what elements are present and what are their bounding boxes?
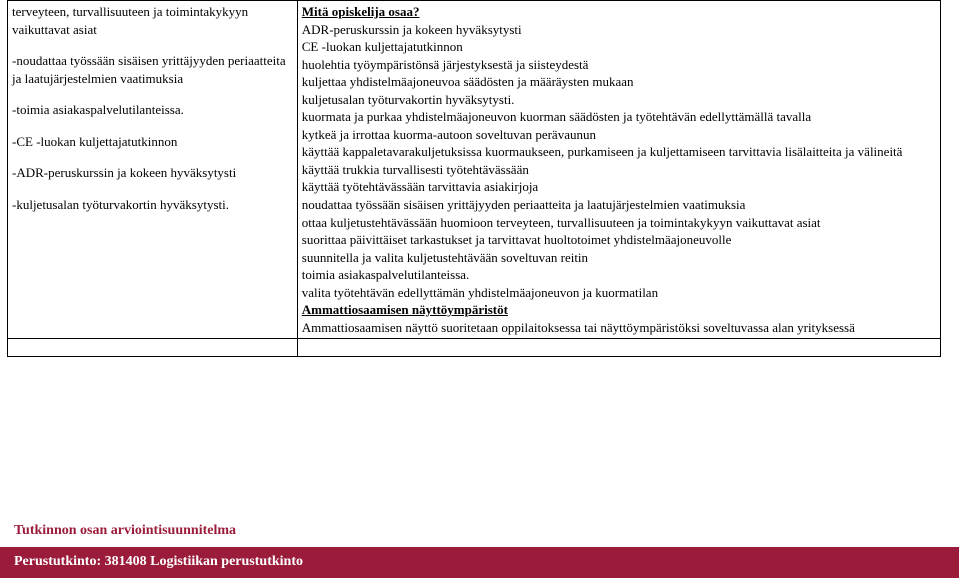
- right-l16: valita työtehtävän edellyttämän yhdistel…: [302, 284, 936, 302]
- right-cell: Mitä opiskelija osaa? ADR-peruskurssin j…: [297, 1, 940, 339]
- right-l9: käyttää trukkia turvallisesti työtehtävä…: [302, 161, 936, 179]
- left-p5: -ADR-peruskurssin ja kokeen hyväksytysti: [12, 164, 293, 182]
- right-l8: käyttää kappaletavarakuljetuksissa kuorm…: [302, 143, 936, 161]
- empty-left: [8, 339, 298, 357]
- footer-line1: Tutkinnon osan arviointisuunnitelma: [0, 512, 959, 547]
- right-l4: kuljettaa yhdistelmäajoneuvoa säädösten …: [302, 73, 936, 91]
- right-l13: suorittaa päivittäiset tarkastukset ja t…: [302, 231, 936, 249]
- left-cell: terveyteen, turvallisuuteen ja toimintak…: [8, 1, 298, 339]
- left-p6: -kuljetusalan työturvakortin hyväksytyst…: [12, 196, 293, 214]
- empty-row: [8, 339, 941, 357]
- footer-line2: Perustutkinto: 381408 Logistiikan perust…: [0, 547, 959, 578]
- left-p2: -noudattaa työssään sisäisen yrittäjyyde…: [12, 52, 293, 87]
- right-l12: ottaa kuljetustehtävässään huomioon terv…: [302, 214, 936, 232]
- right-sub1text: Ammattiosaamisen näyttö suoritetaan oppi…: [302, 319, 936, 337]
- right-l10: käyttää työtehtävässään tarvittavia asia…: [302, 178, 936, 196]
- right-sub1: Ammattiosaamisen näyttöympäristöt: [302, 301, 936, 319]
- right-l15: toimia asiakaspalvelutilanteissa.: [302, 266, 936, 284]
- right-l11: noudattaa työssään sisäisen yrittäjyyden…: [302, 196, 936, 214]
- right-l1: ADR-peruskurssin ja kokeen hyväksytysti: [302, 21, 936, 39]
- left-p3: -toimia asiakaspalvelutilanteissa.: [12, 101, 293, 119]
- right-l7: kytkeä ja irrottaa kuorma-autoon soveltu…: [302, 126, 936, 144]
- footer-bars: Tutkinnon osan arviointisuunnitelma Peru…: [0, 512, 959, 578]
- right-l3: huolehtia työympäristönsä järjestyksestä…: [302, 56, 936, 74]
- right-heading: Mitä opiskelija osaa?: [302, 3, 936, 21]
- left-p1: terveyteen, turvallisuuteen ja toimintak…: [12, 3, 293, 38]
- right-l2: CE -luokan kuljettajatutkinnon: [302, 38, 936, 56]
- empty-right: [297, 339, 940, 357]
- left-p4: -CE -luokan kuljettajatutkinnon: [12, 133, 293, 151]
- right-l5: kuljetusalan työturvakortin hyväksytysti…: [302, 91, 936, 109]
- right-l14: suunnitella ja valita kuljetustehtävään …: [302, 249, 936, 267]
- content-table: terveyteen, turvallisuuteen ja toimintak…: [7, 0, 941, 357]
- right-l6: kuormata ja purkaa yhdistelmäajoneuvon k…: [302, 108, 936, 126]
